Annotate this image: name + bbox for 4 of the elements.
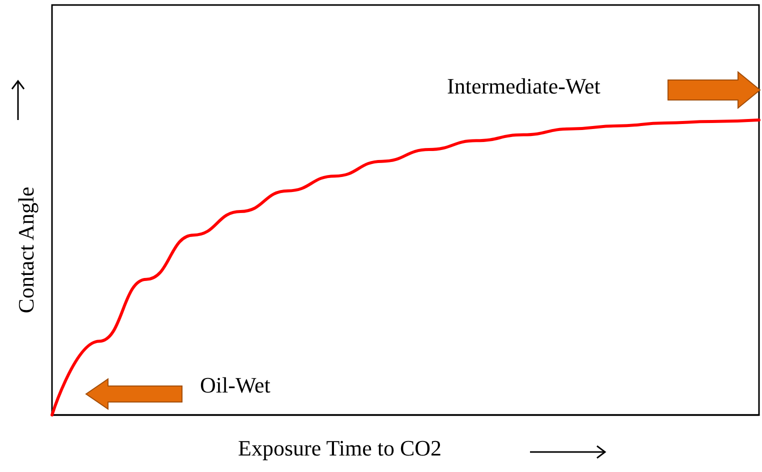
annotation: Oil-Wet	[200, 372, 270, 398]
y-axis-title: Contact Angle	[14, 186, 38, 314]
text: Intermediate-Wet	[447, 74, 600, 98]
x-axis-title: Exposure Time to CO2	[238, 436, 442, 460]
